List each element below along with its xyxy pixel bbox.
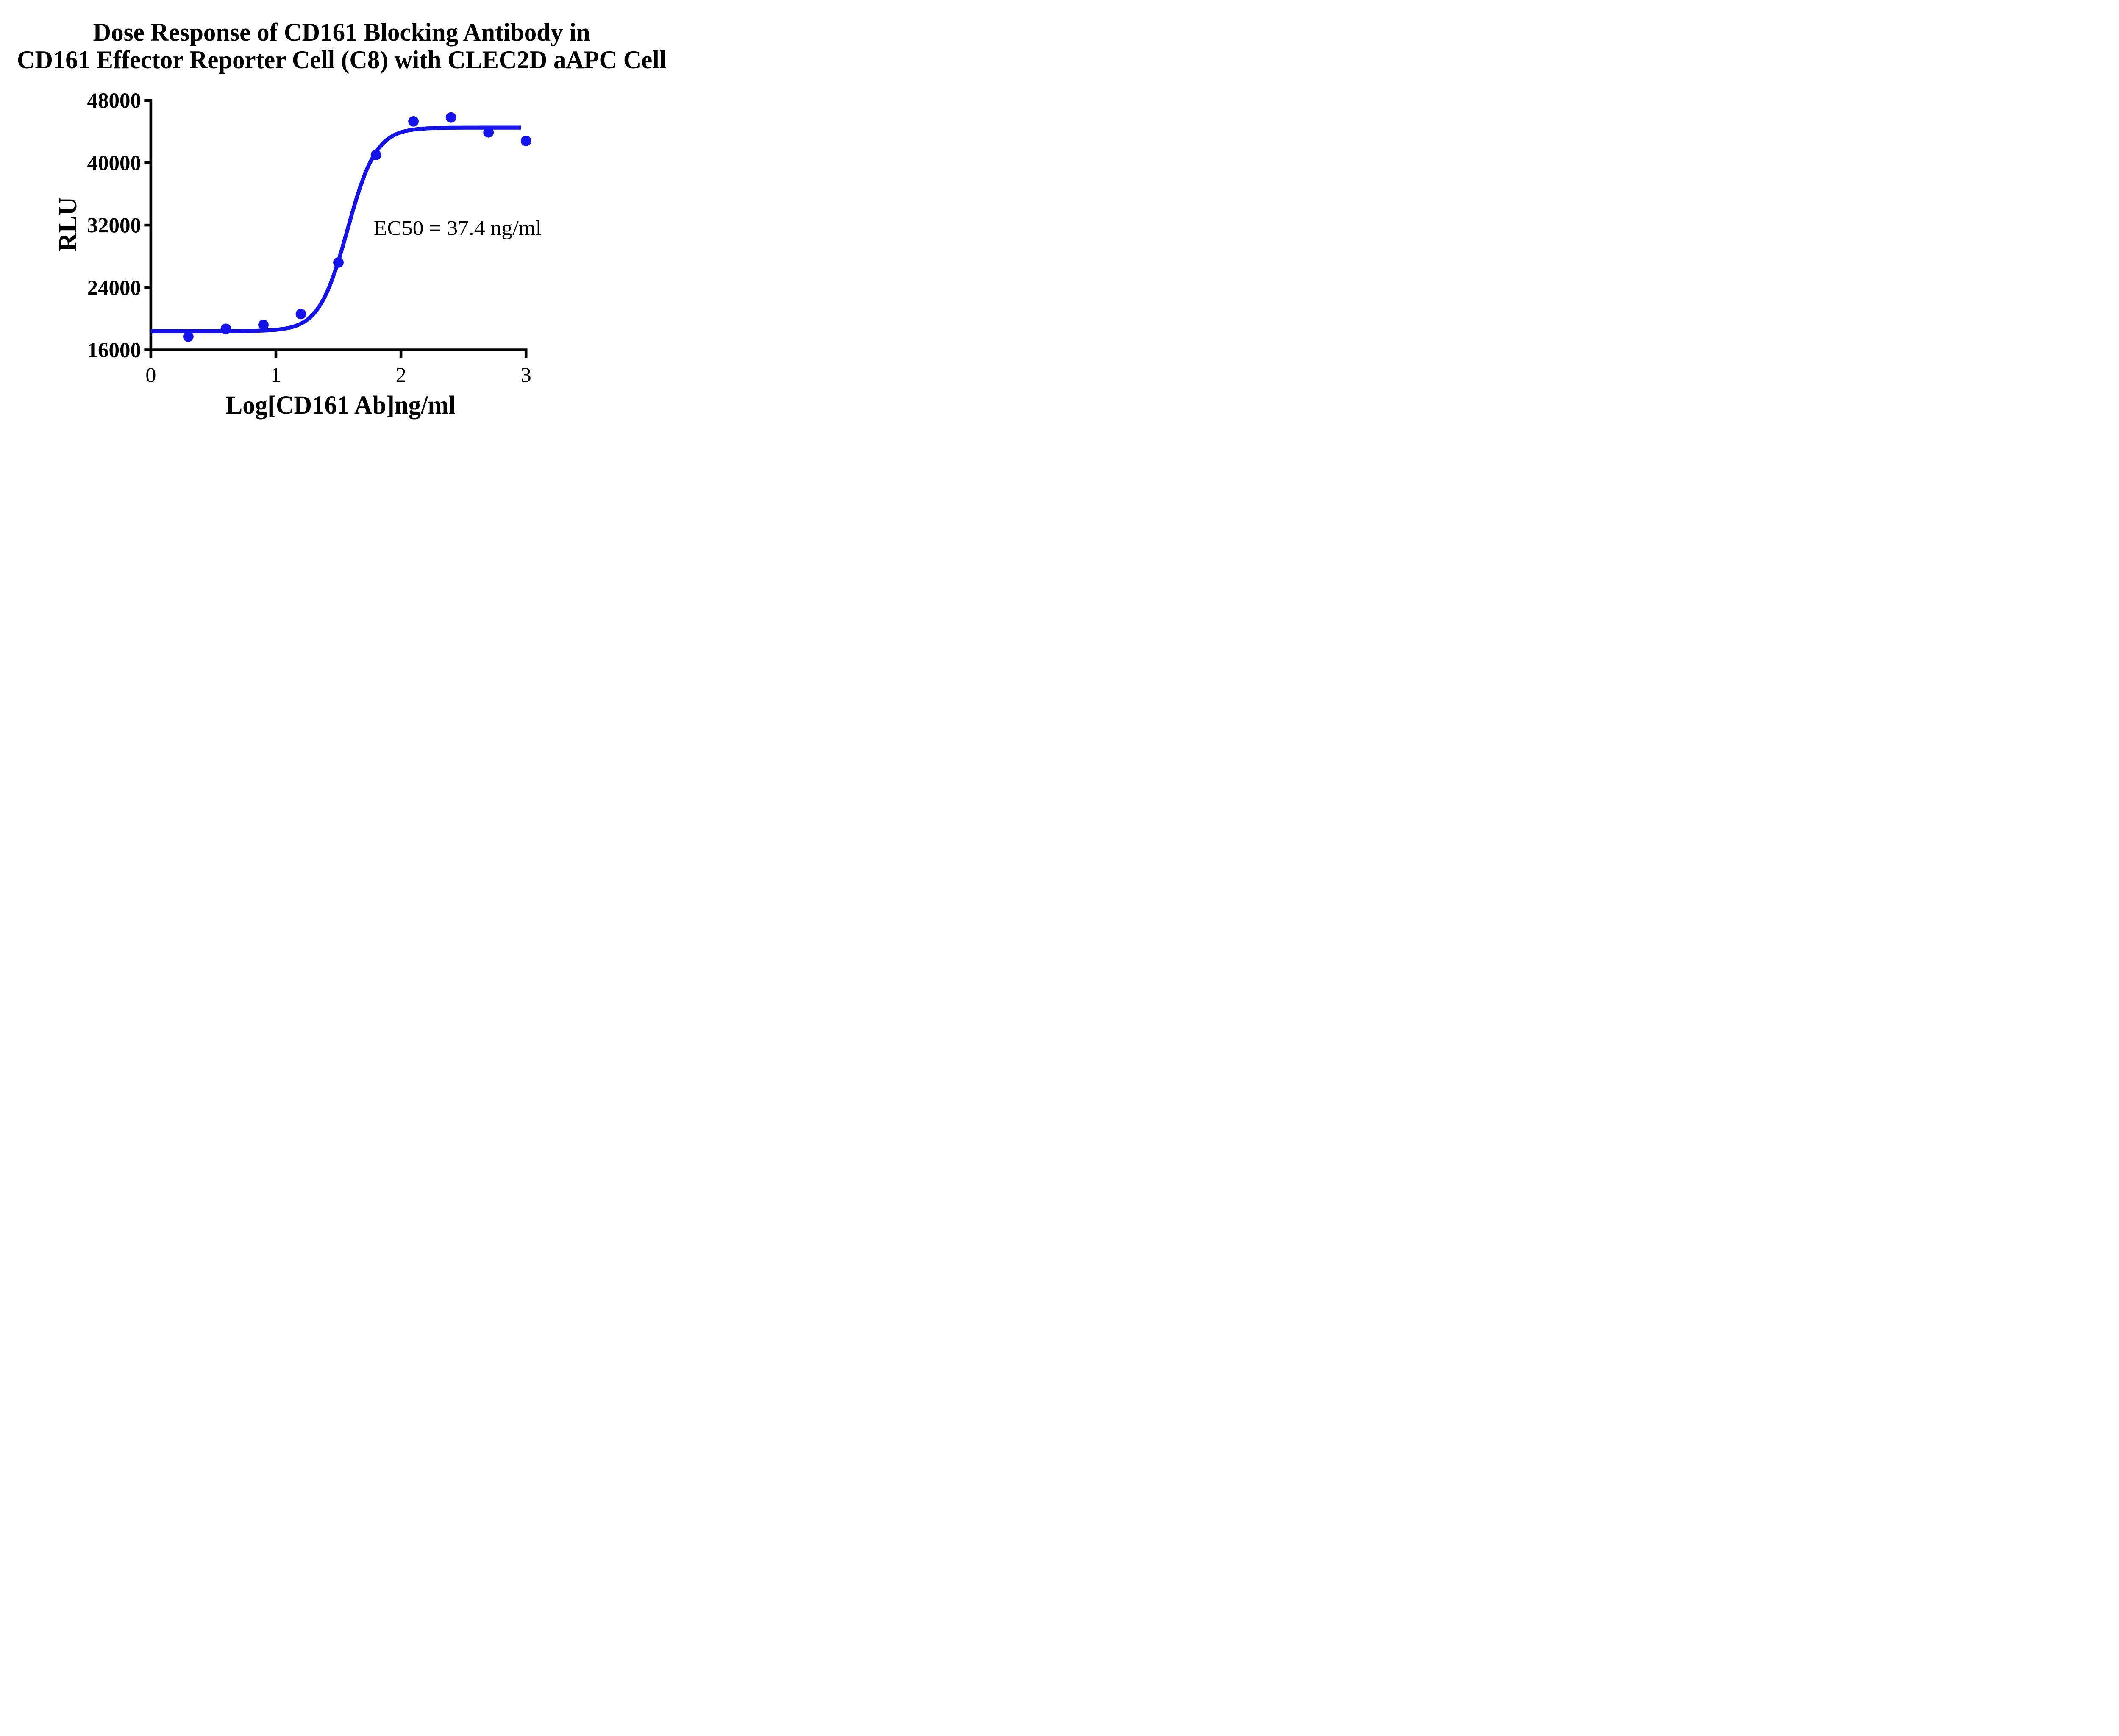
x-tick-label: 1 bbox=[271, 363, 281, 387]
dose-response-chart: Dose Response of CD161 Blocking Antibody… bbox=[0, 0, 677, 434]
x-tick-label: 3 bbox=[521, 363, 531, 387]
data-point-marker bbox=[370, 150, 381, 160]
data-point-marker bbox=[220, 323, 231, 334]
data-point-marker bbox=[483, 127, 494, 138]
x-axis-title: Log[CD161 Ab]ng/ml bbox=[226, 391, 456, 420]
data-points bbox=[183, 112, 531, 342]
ec50-annotation: EC50 = 37.4 ng/ml bbox=[374, 216, 542, 239]
x-tick-label: 0 bbox=[145, 363, 156, 387]
axes bbox=[144, 99, 528, 358]
x-tick-label: 2 bbox=[396, 363, 406, 387]
y-axis-title: RLU bbox=[54, 197, 82, 252]
data-point-marker bbox=[408, 116, 419, 127]
y-tick-label: 40000 bbox=[87, 151, 142, 175]
data-point-marker bbox=[295, 309, 306, 320]
data-point-marker bbox=[333, 257, 344, 268]
y-tick-label: 24000 bbox=[87, 276, 142, 300]
chart-title-line1: Dose Response of CD161 Blocking Antibody… bbox=[93, 18, 590, 46]
y-axis-tick-labels: 48000 40000 32000 24000 16000 bbox=[87, 89, 142, 362]
x-axis-ticks bbox=[149, 350, 528, 358]
y-tick-label: 32000 bbox=[87, 214, 142, 238]
chart-background bbox=[0, 0, 677, 434]
x-axis-tick-labels: 0 1 2 3 bbox=[145, 363, 531, 387]
data-point-marker bbox=[258, 320, 269, 330]
y-tick-label: 16000 bbox=[87, 339, 142, 362]
data-point-marker bbox=[520, 136, 531, 146]
data-point-marker bbox=[445, 112, 456, 123]
chart-title-line2: CD161 Effector Reporter Cell (C8) with C… bbox=[17, 46, 666, 74]
dose-response-figure: Dose Response of CD161 Blocking Antibody… bbox=[0, 0, 677, 434]
data-point-marker bbox=[183, 331, 194, 342]
y-tick-label: 48000 bbox=[87, 89, 142, 113]
dose-response-fit-curve bbox=[150, 125, 521, 333]
